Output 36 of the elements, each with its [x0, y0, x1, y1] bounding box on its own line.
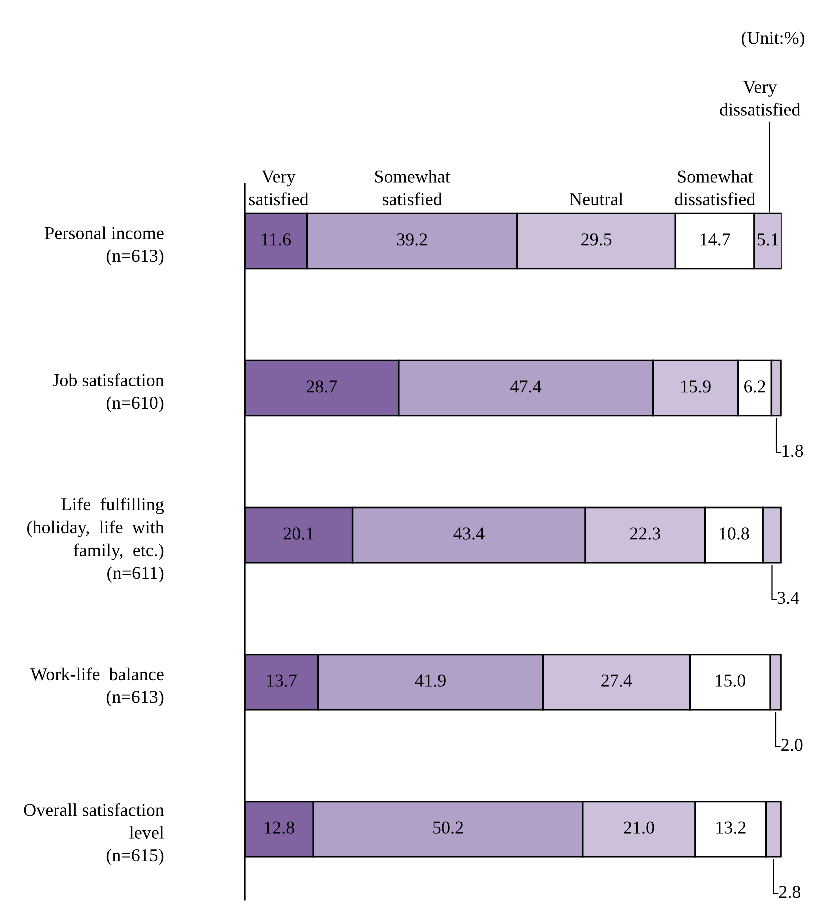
data-label: 15.0 [716, 674, 746, 687]
data-label: 27.4 [602, 674, 632, 687]
data-label: 39.2 [397, 234, 428, 246]
data-label: 20.1 [284, 528, 314, 540]
data-label: 2.8 [779, 886, 801, 898]
data-label: 41.9 [415, 674, 446, 687]
data-label: 11.6 [262, 234, 292, 246]
data-label: 28.7 [306, 380, 338, 393]
data-label: 29.5 [582, 234, 612, 246]
series-label: Neutral [570, 192, 624, 206]
y-tick-label: Work-life balance (n=613) [30, 668, 164, 707]
data-label: 5.1 [758, 234, 778, 246]
y-tick-label: Personal income (n=613) [45, 226, 164, 266]
data-label: 22.3 [630, 528, 660, 540]
data-label: 43.4 [454, 528, 485, 540]
series-label: Very satisfied [249, 170, 309, 206]
data-label: 47.4 [510, 380, 542, 393]
data-label: 2.0 [782, 739, 803, 752]
data-label: 6.2 [744, 380, 766, 393]
text: Very dissatisfied [720, 81, 801, 116]
data-label: 14.7 [700, 234, 730, 246]
data-label: 13.7 [268, 674, 298, 687]
data-label: 13.2 [716, 822, 746, 834]
data-label: 12.8 [265, 822, 294, 834]
series-label: Somewhat satisfied [375, 170, 450, 206]
y-tick-label: Overall satisfaction level (n=615) [24, 803, 164, 866]
series-label: Somewhat dissatisfied [675, 170, 756, 206]
data-label: 21.0 [624, 822, 654, 834]
data-label: 1.8 [782, 444, 804, 458]
data-label: 10.8 [720, 528, 750, 540]
y-tick-label: Job satisfaction (n=610) [52, 374, 164, 413]
data-label: 15.9 [682, 380, 711, 393]
data-label: 50.2 [434, 822, 464, 834]
y-tick-label: Life fulfilling (holiday, life with family, etc.) (n=611) [28, 498, 164, 583]
text: (Unit:%) [742, 32, 805, 48]
data-label: 3.4 [778, 592, 800, 604]
